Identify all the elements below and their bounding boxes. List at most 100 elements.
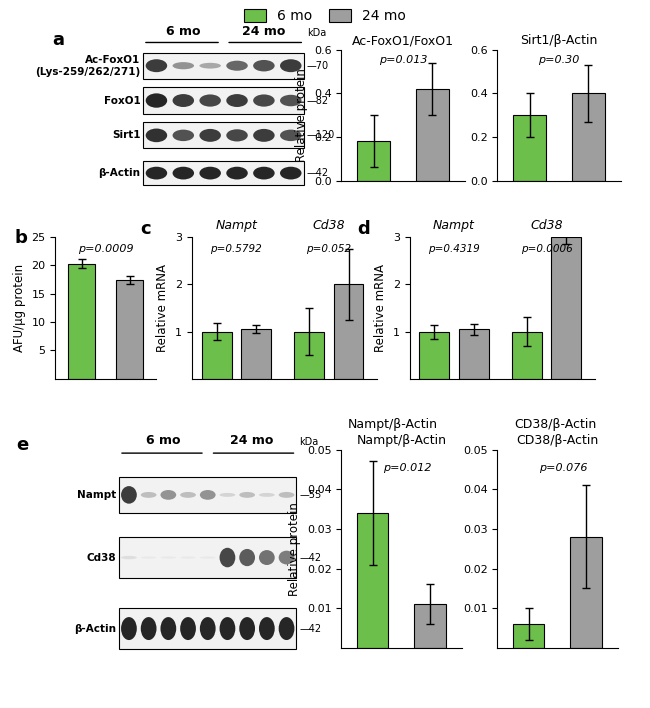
- Text: FoxO1: FoxO1: [103, 96, 140, 105]
- Bar: [294, 331, 324, 379]
- Text: kDa: kDa: [299, 437, 318, 447]
- Text: Nampt: Nampt: [433, 219, 475, 232]
- Y-axis label: AFU/µg protein: AFU/µg protein: [13, 264, 26, 352]
- Ellipse shape: [200, 556, 216, 559]
- Text: Sirt1: Sirt1: [112, 130, 140, 140]
- Ellipse shape: [180, 617, 196, 640]
- Ellipse shape: [172, 166, 194, 180]
- Bar: [143, 52, 304, 79]
- Text: kDa: kDa: [307, 28, 326, 38]
- Text: e: e: [16, 436, 29, 455]
- Bar: [416, 89, 448, 181]
- Ellipse shape: [226, 130, 248, 142]
- Ellipse shape: [146, 166, 167, 180]
- Ellipse shape: [220, 548, 235, 567]
- Text: p=0.0006: p=0.0006: [521, 244, 573, 254]
- Text: p=0.30: p=0.30: [538, 55, 580, 65]
- Ellipse shape: [200, 166, 221, 180]
- Text: Cd38: Cd38: [313, 219, 345, 232]
- Ellipse shape: [172, 62, 194, 69]
- Bar: [143, 122, 304, 149]
- Ellipse shape: [121, 617, 136, 640]
- Bar: [414, 604, 446, 648]
- Bar: [513, 624, 545, 648]
- Text: 6 mo: 6 mo: [146, 434, 181, 447]
- Text: c: c: [140, 220, 151, 238]
- Title: Nampt/β-Actin: Nampt/β-Actin: [356, 434, 447, 447]
- Title: Ac-FoxO1/FoxO1: Ac-FoxO1/FoxO1: [352, 34, 454, 47]
- Text: a: a: [52, 31, 64, 49]
- Ellipse shape: [239, 549, 255, 566]
- Text: 24 mo: 24 mo: [242, 25, 285, 38]
- Ellipse shape: [220, 493, 235, 497]
- Ellipse shape: [259, 550, 275, 565]
- Ellipse shape: [146, 59, 167, 72]
- Ellipse shape: [280, 166, 302, 180]
- Text: β-Actin: β-Actin: [74, 624, 116, 634]
- Ellipse shape: [121, 556, 136, 559]
- Ellipse shape: [200, 129, 221, 142]
- Text: —42: —42: [299, 624, 321, 634]
- Bar: [514, 115, 546, 181]
- Text: p=0.012: p=0.012: [383, 463, 432, 474]
- Text: p=0.013: p=0.013: [379, 55, 427, 65]
- Bar: [119, 607, 296, 649]
- Ellipse shape: [200, 94, 221, 107]
- Text: p=0.076: p=0.076: [539, 463, 588, 474]
- Ellipse shape: [239, 492, 255, 498]
- Text: Nampt/β-Actin: Nampt/β-Actin: [348, 418, 437, 431]
- Y-axis label: Relative mRNA: Relative mRNA: [157, 264, 170, 352]
- Ellipse shape: [161, 556, 176, 559]
- Ellipse shape: [253, 166, 275, 180]
- Y-axis label: Relative protein: Relative protein: [288, 502, 301, 595]
- Text: d: d: [358, 220, 370, 238]
- Ellipse shape: [161, 490, 176, 500]
- Bar: [116, 280, 143, 379]
- Ellipse shape: [253, 60, 275, 72]
- Title: CD38/β-Actin: CD38/β-Actin: [516, 434, 599, 447]
- Ellipse shape: [280, 130, 302, 141]
- Bar: [119, 477, 296, 513]
- Ellipse shape: [146, 93, 167, 108]
- Ellipse shape: [279, 617, 294, 640]
- Ellipse shape: [239, 617, 255, 640]
- Ellipse shape: [180, 492, 196, 498]
- Text: 24 mo: 24 mo: [230, 434, 274, 447]
- Title: Sirt1/β-Actin: Sirt1/β-Actin: [520, 34, 598, 47]
- Ellipse shape: [172, 94, 194, 107]
- Text: Nampt: Nampt: [77, 490, 116, 500]
- Ellipse shape: [279, 551, 294, 564]
- Ellipse shape: [141, 492, 157, 498]
- Text: —42: —42: [307, 168, 329, 178]
- Bar: [419, 331, 449, 379]
- Bar: [143, 161, 304, 185]
- Text: 6 mo: 6 mo: [166, 25, 201, 38]
- Ellipse shape: [180, 556, 196, 559]
- Text: CD38/β-Actin: CD38/β-Actin: [515, 418, 597, 431]
- Bar: [551, 237, 581, 379]
- Bar: [202, 331, 231, 379]
- Text: p=0.5792: p=0.5792: [211, 244, 262, 254]
- Legend: 6 mo, 24 mo: 6 mo, 24 mo: [244, 9, 406, 23]
- Ellipse shape: [259, 493, 275, 497]
- Ellipse shape: [200, 617, 216, 640]
- Text: p=0.0009: p=0.0009: [78, 244, 133, 254]
- Text: —82: —82: [307, 96, 329, 105]
- Bar: [357, 513, 389, 648]
- Bar: [143, 88, 304, 113]
- Ellipse shape: [280, 59, 302, 72]
- Bar: [572, 93, 604, 181]
- Bar: [512, 331, 542, 379]
- Ellipse shape: [280, 95, 302, 106]
- Text: p=0.052: p=0.052: [306, 244, 352, 254]
- Ellipse shape: [121, 486, 136, 503]
- Ellipse shape: [200, 490, 216, 500]
- Ellipse shape: [141, 617, 157, 640]
- Ellipse shape: [259, 617, 275, 640]
- Ellipse shape: [226, 166, 248, 180]
- Bar: [68, 264, 95, 379]
- Ellipse shape: [226, 94, 248, 107]
- Ellipse shape: [220, 617, 235, 640]
- Ellipse shape: [141, 556, 157, 559]
- Ellipse shape: [226, 61, 248, 71]
